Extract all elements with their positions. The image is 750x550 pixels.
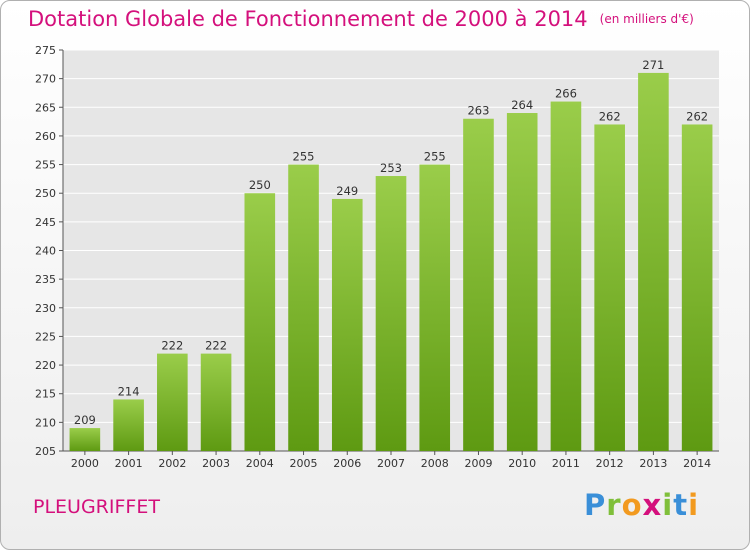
x-tick-label: 2008 [421, 457, 449, 470]
bar-2006 [331, 198, 363, 451]
y-tick-label: 265 [35, 101, 56, 114]
data-label: 209 [74, 413, 96, 427]
bar-2009 [463, 118, 494, 451]
data-label: 249 [336, 184, 358, 198]
x-tick-label: 2013 [639, 457, 667, 470]
y-tick-label: 275 [35, 44, 56, 57]
x-tick-label: 2001 [115, 457, 143, 470]
bar-2003 [200, 353, 232, 451]
bar-2011 [550, 101, 582, 452]
x-tick-label: 2002 [158, 457, 186, 470]
y-tick-label: 245 [35, 216, 56, 229]
bar-2014 [681, 124, 713, 451]
chart-title: Dotation Globale de Fonctionnement de 20… [28, 7, 694, 31]
data-label: 262 [599, 109, 621, 123]
bar-2001 [113, 399, 144, 451]
logo-letter: r [606, 488, 622, 522]
y-tick-label: 230 [35, 302, 56, 315]
logo-letter: t [673, 488, 689, 522]
y-tick-label: 210 [35, 416, 56, 429]
data-label: 271 [642, 58, 664, 72]
x-tick-label: 2005 [290, 457, 318, 470]
bar-2004 [244, 193, 276, 451]
y-tick-label: 220 [35, 359, 56, 372]
bar-2007 [375, 176, 407, 451]
data-label: 255 [424, 150, 446, 164]
y-tick-label: 215 [35, 388, 56, 401]
proxiti-logo[interactable]: Proxiti [584, 488, 699, 522]
y-tick-label: 260 [35, 130, 56, 143]
title-text: Dotation Globale de Fonctionnement de 20… [28, 7, 588, 31]
data-label: 222 [161, 339, 183, 353]
data-label: 266 [555, 87, 577, 101]
x-tick-label: 2010 [508, 457, 536, 470]
data-label: 250 [249, 178, 271, 192]
bar-2013 [638, 72, 669, 452]
y-tick-label: 205 [35, 445, 56, 458]
logo-letter: i [662, 488, 674, 522]
data-label: 222 [205, 339, 227, 353]
x-tick-label: 2009 [464, 457, 492, 470]
y-tick-label: 250 [35, 187, 56, 200]
x-tick-label: 2012 [596, 457, 624, 470]
y-tick-label: 240 [35, 245, 56, 258]
x-tick-label: 2000 [71, 457, 99, 470]
data-label: 214 [118, 384, 140, 398]
x-tick-label: 2006 [333, 457, 361, 470]
x-tick-label: 2004 [246, 457, 274, 470]
y-tick-label: 225 [35, 330, 56, 343]
logo-letter: P [584, 488, 607, 522]
bar-2012 [594, 124, 625, 451]
bar-2008 [419, 164, 451, 452]
x-tick-label: 2003 [202, 457, 230, 470]
logo-letter: o [621, 488, 643, 522]
x-tick-label: 2014 [683, 457, 711, 470]
data-label: 263 [467, 104, 489, 118]
logo-letter: i [688, 488, 700, 522]
y-tick-label: 255 [35, 159, 56, 172]
data-label: 262 [686, 109, 708, 123]
unit-label: (en milliers d'€) [599, 12, 694, 26]
bar-2000 [69, 428, 101, 451]
data-label: 264 [511, 98, 533, 112]
commune-name: PLEUGRIFFET [33, 496, 160, 518]
bar-2002 [157, 353, 188, 451]
data-label: 253 [380, 161, 402, 175]
y-tick-label: 235 [35, 273, 56, 286]
x-tick-label: 2011 [552, 457, 580, 470]
data-label: 255 [293, 150, 315, 164]
x-tick-label: 2007 [377, 457, 405, 470]
logo-letter: x [642, 488, 663, 522]
y-tick-label: 270 [35, 73, 56, 86]
bar-2005 [288, 164, 319, 452]
bar-2010 [506, 113, 538, 451]
